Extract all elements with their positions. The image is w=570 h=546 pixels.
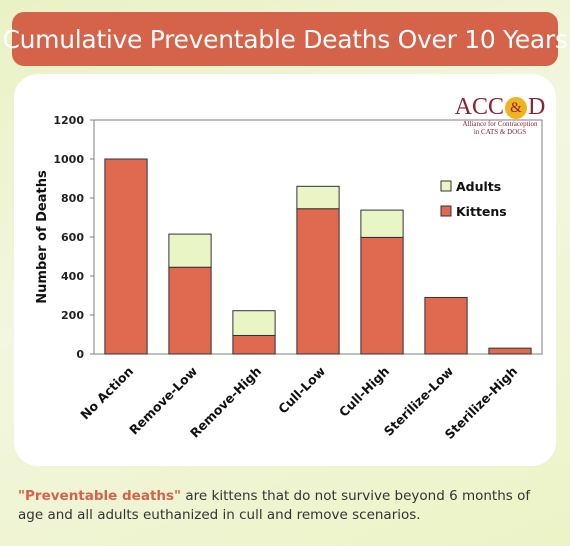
legend-label: Adults xyxy=(456,179,501,194)
chart-title-banner: Cumulative Preventable Deaths Over 10 Ye… xyxy=(2,12,568,66)
bar-adults xyxy=(232,310,276,336)
footnote-highlight: "Preventable deaths" xyxy=(18,488,182,504)
y-axis-label: Number of Deaths xyxy=(35,170,50,304)
y-tick-label: 1000 xyxy=(53,153,84,166)
bar-kittens xyxy=(104,158,148,355)
bar-kittens xyxy=(296,208,340,355)
y-tick-label: 400 xyxy=(61,270,84,283)
bar-kittens xyxy=(488,347,532,355)
y-tick-label: 200 xyxy=(61,309,84,322)
footnote-text: are kittens that do not survive beyond 6… xyxy=(18,488,531,523)
logo-tagline-1: Alliance for Contraception xyxy=(462,120,538,128)
bar-kittens xyxy=(168,266,212,355)
paw-ampersand-icon: & xyxy=(505,97,527,119)
y-tick-label: 1200 xyxy=(53,114,84,127)
legend-swatch xyxy=(440,205,452,217)
logo-tagline-2: in CATS & DOGS xyxy=(473,128,527,136)
legend-swatch xyxy=(440,180,452,192)
y-tick-label: 600 xyxy=(61,231,84,244)
bar-kittens xyxy=(232,334,276,355)
x-category-label: No Action xyxy=(77,364,136,423)
x-category-label: Cull-Low xyxy=(275,363,328,416)
logo-acronym-left: ACC xyxy=(454,94,504,120)
bar-kittens xyxy=(360,236,404,355)
accd-logo: ACC & D Alliance for Contraception in CATS… xyxy=(452,94,548,146)
logo-acronym-right: D xyxy=(528,94,546,120)
y-tick-label: 800 xyxy=(61,192,84,205)
logo-mark: ACC & D xyxy=(452,94,548,120)
footnote: "Preventable deaths" are kittens that do… xyxy=(18,487,558,525)
bar-adults xyxy=(296,185,340,210)
bar-adults xyxy=(168,233,212,268)
legend-label: Kittens xyxy=(456,204,507,219)
stacked-bar-chart: 0 200 400 600 800 1000 1200 Number of Deaths No … xyxy=(35,114,543,442)
x-category-label: Cull-High xyxy=(336,364,392,420)
bar-kittens xyxy=(424,296,468,355)
bar-adults xyxy=(360,209,404,238)
chart-card: 0 200 400 600 800 1000 1200 Number of Deaths No … xyxy=(14,74,556,466)
chart-title: Cumulative Preventable Deaths Over 10 Ye… xyxy=(2,24,568,54)
y-tick-label: 0 xyxy=(76,348,84,361)
